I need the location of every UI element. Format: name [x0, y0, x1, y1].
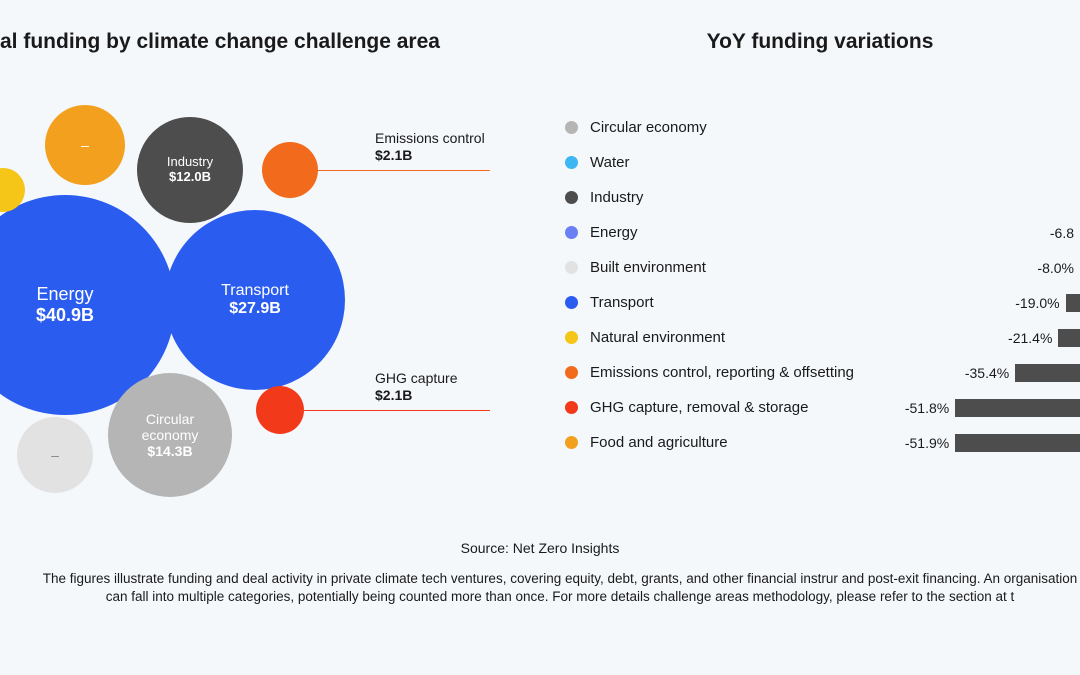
legend-dot-icon	[565, 191, 578, 204]
legend-dot-icon	[565, 436, 578, 449]
legend-label: Water	[590, 154, 629, 171]
legend-row: Emissions control, reporting & offsettin…	[565, 355, 854, 390]
source-text: Source: Net Zero Insights	[0, 540, 1080, 556]
bar-rect	[955, 434, 1080, 452]
bubble-food: –	[45, 105, 125, 185]
legend-row: Industry	[565, 180, 854, 215]
left-chart-title: al funding by climate change challenge a…	[0, 30, 440, 54]
legend-dot-icon	[565, 261, 578, 274]
bar-value-label: -51.8%	[905, 400, 949, 416]
legend-row: GHG capture, removal & storage	[565, 390, 854, 425]
bar-row	[880, 110, 1080, 145]
legend-row: Transport	[565, 285, 854, 320]
bar-rect	[1058, 329, 1080, 347]
bar-value-label: -35.4%	[965, 365, 1009, 381]
right-chart-title: YoY funding variations	[560, 30, 1080, 54]
callout-emissions: Emissions control$2.1B	[375, 130, 485, 164]
legend-label: Natural environment	[590, 329, 725, 346]
bar-row: -51.9%	[880, 425, 1080, 460]
legend-dot-icon	[565, 121, 578, 134]
bubble-transport: Transport$27.9B	[165, 210, 345, 390]
callout-line-ghg	[304, 410, 490, 411]
legend-label: Emissions control, reporting & offsettin…	[590, 364, 854, 381]
legend-row: Energy	[565, 215, 854, 250]
legend-label: Industry	[590, 189, 643, 206]
bar-value-label: -19.0%	[1015, 295, 1059, 311]
legend-row: Food and agriculture	[565, 425, 854, 460]
yoy-bars: -6.8 -8.0% -19.0% -21.4% -35.4% -51.8% -51.9%	[880, 110, 1080, 460]
legend-label: Built environment	[590, 259, 706, 276]
yoy-legend: Circular economy Water Industry Energy Built…	[565, 110, 854, 460]
legend-row: Natural environment	[565, 320, 854, 355]
bubble-chart: Energy$40.9BTransport$27.9BCircularecono…	[0, 90, 520, 490]
bar-row: -21.4%	[880, 320, 1080, 355]
bar-value-label: -6.8	[1050, 225, 1074, 241]
bar-row: -51.8%	[880, 390, 1080, 425]
legend-dot-icon	[565, 226, 578, 239]
bubble-built: –	[17, 417, 93, 493]
bar-value-label: -8.0%	[1037, 260, 1074, 276]
legend-dot-icon	[565, 156, 578, 169]
legend-dot-icon	[565, 331, 578, 344]
legend-row: Water	[565, 145, 854, 180]
bar-row: -35.4%	[880, 355, 1080, 390]
legend-label: Energy	[590, 224, 638, 241]
footnote-text: The figures illustrate funding and deal …	[40, 570, 1080, 606]
legend-dot-icon	[565, 401, 578, 414]
legend-label: Transport	[590, 294, 654, 311]
legend-dot-icon	[565, 366, 578, 379]
bar-row	[880, 180, 1080, 215]
callout-ghg: GHG capture$2.1B	[375, 370, 457, 404]
legend-row: Circular economy	[565, 110, 854, 145]
callout-line-emissions	[318, 170, 490, 171]
bar-value-label: -51.9%	[905, 435, 949, 451]
bubble-industry: Industry$12.0B	[137, 117, 243, 223]
bubble-emissions	[262, 142, 318, 198]
legend-label: GHG capture, removal & storage	[590, 399, 808, 416]
bar-rect	[1015, 364, 1080, 382]
bar-row: -6.8	[880, 215, 1080, 250]
bar-row: -8.0%	[880, 250, 1080, 285]
bubble-circular: Circulareconomy$14.3B	[108, 373, 232, 497]
bar-rect	[955, 399, 1080, 417]
bar-row: -19.0%	[880, 285, 1080, 320]
legend-dot-icon	[565, 296, 578, 309]
legend-label: Food and agriculture	[590, 434, 728, 451]
bar-row	[880, 145, 1080, 180]
bubble-ghg	[256, 386, 304, 434]
bar-rect	[1066, 294, 1080, 312]
bar-value-label: -21.4%	[1008, 330, 1052, 346]
legend-label: Circular economy	[590, 119, 707, 136]
legend-row: Built environment	[565, 250, 854, 285]
